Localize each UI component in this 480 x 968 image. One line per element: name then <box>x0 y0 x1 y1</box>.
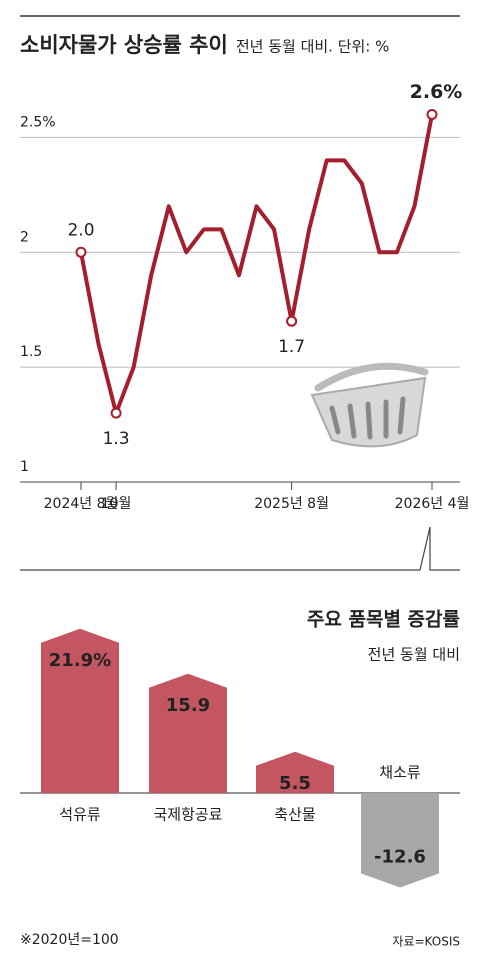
x-tick-label: 10월 <box>101 496 132 512</box>
x-tick-label: 2026년 4월 <box>395 496 470 512</box>
y-tick-label: 1.5 <box>20 344 42 360</box>
data-label: 1.3 <box>103 429 130 449</box>
data-label: 2.0 <box>67 220 94 240</box>
bar-value-label: -12.6 <box>374 847 426 868</box>
footnote: ※2020년=100 <box>20 932 119 948</box>
basket-icon <box>310 362 429 448</box>
bar <box>149 673 227 793</box>
bar-value-label: 5.5 <box>279 773 311 794</box>
x-tick-label: 2025년 8월 <box>254 496 329 512</box>
bar <box>256 751 334 793</box>
category-label: 축산물 <box>274 806 315 824</box>
x-tick-label: 2024년 8월 <box>44 496 119 512</box>
y-tick-label: 2.5% <box>20 114 56 130</box>
category-label: 국제항공료 <box>153 806 222 824</box>
data-point <box>286 315 298 327</box>
data-point <box>426 108 438 120</box>
bar-value-label: 21.9% <box>49 650 111 671</box>
y-tick-label: 1 <box>20 459 29 475</box>
category-label: 채소류 <box>379 764 421 782</box>
data-point <box>75 246 87 258</box>
chart-title: 주요 품목별 증감률 <box>307 609 460 631</box>
bar <box>361 793 439 888</box>
bar-value-label: 15.9 <box>166 695 210 716</box>
source: 자료=KOSIS <box>392 935 460 949</box>
bar <box>41 628 119 793</box>
chart-title: 소비자물가 상승률 추이 <box>20 33 228 57</box>
chart-subtitle: 전년 동월 대비 <box>368 646 460 664</box>
data-label: 1.7 <box>278 337 305 357</box>
data-point <box>110 407 122 419</box>
y-tick-label: 2 <box>20 229 29 245</box>
data-line <box>79 114 434 416</box>
section-divider <box>20 526 460 571</box>
data-label: 2.6% <box>410 81 463 103</box>
category-label: 석유류 <box>59 806 101 824</box>
chart-subtitle: 전년 동월 대비. 단위: % <box>236 38 390 56</box>
